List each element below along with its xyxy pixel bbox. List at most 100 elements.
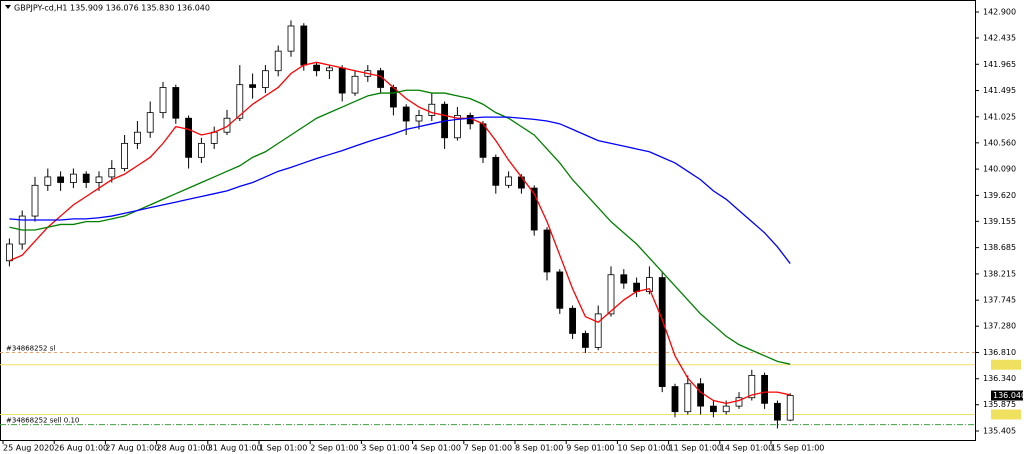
x-tick-label: 15 Sep 01:00	[771, 444, 824, 453]
candle-body	[95, 176, 103, 183]
x-tick-label: 4 Sep 01:00	[413, 444, 461, 453]
y-tick-label: 138.685	[983, 243, 1016, 252]
candle-body	[492, 156, 500, 186]
candle-body	[287, 25, 295, 52]
x-tick-label: 27 Aug 01:00	[105, 444, 159, 453]
moving-average	[9, 116, 791, 264]
candle-body	[313, 64, 321, 72]
candle-body	[338, 67, 346, 94]
candle-body	[671, 386, 679, 413]
candle-body	[505, 176, 513, 186]
candle-body	[543, 229, 551, 273]
y-tick-label: 142.435	[983, 34, 1016, 43]
order-label: #34868252 sell 0.10	[6, 417, 79, 425]
x-tick-label: 1 Sep 01:00	[259, 444, 307, 453]
y-tick-label: 137.745	[983, 296, 1016, 305]
candle-body	[428, 103, 436, 116]
candle-body	[620, 274, 628, 284]
y-tick-label: 142.900	[983, 8, 1016, 17]
candle-body	[121, 142, 128, 169]
candle-body	[453, 115, 461, 139]
candle-body	[594, 313, 602, 348]
candle-body	[389, 87, 397, 108]
candle-body	[159, 87, 167, 114]
y-tick-label: 141.495	[983, 86, 1016, 95]
candle-body	[556, 271, 564, 309]
candle-body	[658, 277, 666, 387]
candle-body	[146, 112, 154, 133]
candle-body	[582, 333, 589, 348]
x-tick-label: 9 Sep 01:00	[566, 444, 614, 453]
candle-body	[722, 405, 730, 413]
y-tick-label: 139.155	[983, 217, 1016, 226]
candle-body	[70, 173, 77, 183]
candle-body	[607, 274, 615, 315]
candle-body	[223, 117, 231, 133]
candle-body	[684, 383, 692, 413]
candle-body	[197, 142, 205, 158]
candle-body	[415, 115, 423, 122]
y-tick-label: 140.560	[983, 138, 1016, 147]
order-label: #34868252 sl	[6, 344, 55, 352]
y-tick-label: 137.280	[983, 322, 1016, 331]
x-tick-label: 31 Aug 01:00	[208, 444, 262, 453]
candle-body	[274, 50, 282, 72]
y-tick-label: 141.965	[983, 60, 1016, 69]
x-tick-label: 2 Sep 01:00	[310, 444, 358, 453]
candle-body	[82, 173, 90, 183]
candle-body	[530, 187, 538, 231]
x-tick-label: 14 Sep 01:00	[720, 444, 773, 453]
x-tick-label: 25 Aug 2020	[3, 444, 54, 453]
candle-body	[786, 395, 794, 421]
x-tick-label: 28 Aug 01:00	[157, 444, 211, 453]
candle-body	[31, 184, 39, 217]
candle-body	[261, 70, 269, 88]
candle-body	[108, 168, 116, 178]
candle-body	[133, 131, 141, 144]
candle-body	[710, 405, 717, 413]
last-price-box	[991, 390, 1023, 401]
candle-body	[351, 75, 359, 94]
candle-body	[236, 84, 244, 119]
y-tick-label: 135.875	[983, 400, 1016, 409]
candle-body	[735, 397, 743, 407]
candle-body	[57, 176, 64, 183]
candle-body	[325, 67, 333, 72]
candle-body	[249, 84, 257, 88]
y-tick-label: 136.340	[983, 374, 1016, 383]
plot-frame	[0, 0, 976, 441]
last-price-label: 136.040	[993, 391, 1024, 400]
chart-title: GBPJPY-cd,H1 135.909 136.076 135.830 136…	[14, 4, 210, 13]
x-tick-label: 8 Sep 01:00	[515, 444, 563, 453]
candle-body	[479, 123, 487, 158]
candle-body	[44, 176, 52, 186]
y-tick-label: 135.405	[983, 426, 1016, 435]
moving-average	[9, 61, 791, 404]
y-tick-label: 138.215	[983, 269, 1016, 278]
candle-body	[210, 131, 218, 144]
candle-body	[402, 106, 410, 122]
candle-body	[646, 277, 653, 292]
y-tick-label: 140.090	[983, 165, 1016, 174]
candle-body	[697, 383, 704, 407]
candle-body	[633, 282, 640, 292]
candle-body	[569, 307, 576, 334]
y-tick-label: 136.810	[983, 348, 1016, 357]
candle-body	[377, 70, 385, 88]
x-tick-label: 11 Sep 01:00	[669, 444, 722, 453]
candle-body	[300, 25, 308, 66]
level-axis-box	[991, 359, 1021, 370]
candle-body	[172, 87, 180, 119]
candle-body	[761, 374, 768, 404]
candle-body	[774, 402, 781, 421]
candle-body	[6, 243, 13, 262]
level-axis-box	[991, 409, 1021, 420]
menu-icon	[5, 5, 11, 9]
x-tick-label: 3 Sep 01:00	[361, 444, 409, 453]
y-tick-label: 141.025	[983, 112, 1016, 121]
x-tick-label: 26 Aug 01:00	[54, 444, 108, 453]
candle-body	[748, 374, 756, 399]
x-tick-label: 7 Sep 01:00	[464, 444, 512, 453]
